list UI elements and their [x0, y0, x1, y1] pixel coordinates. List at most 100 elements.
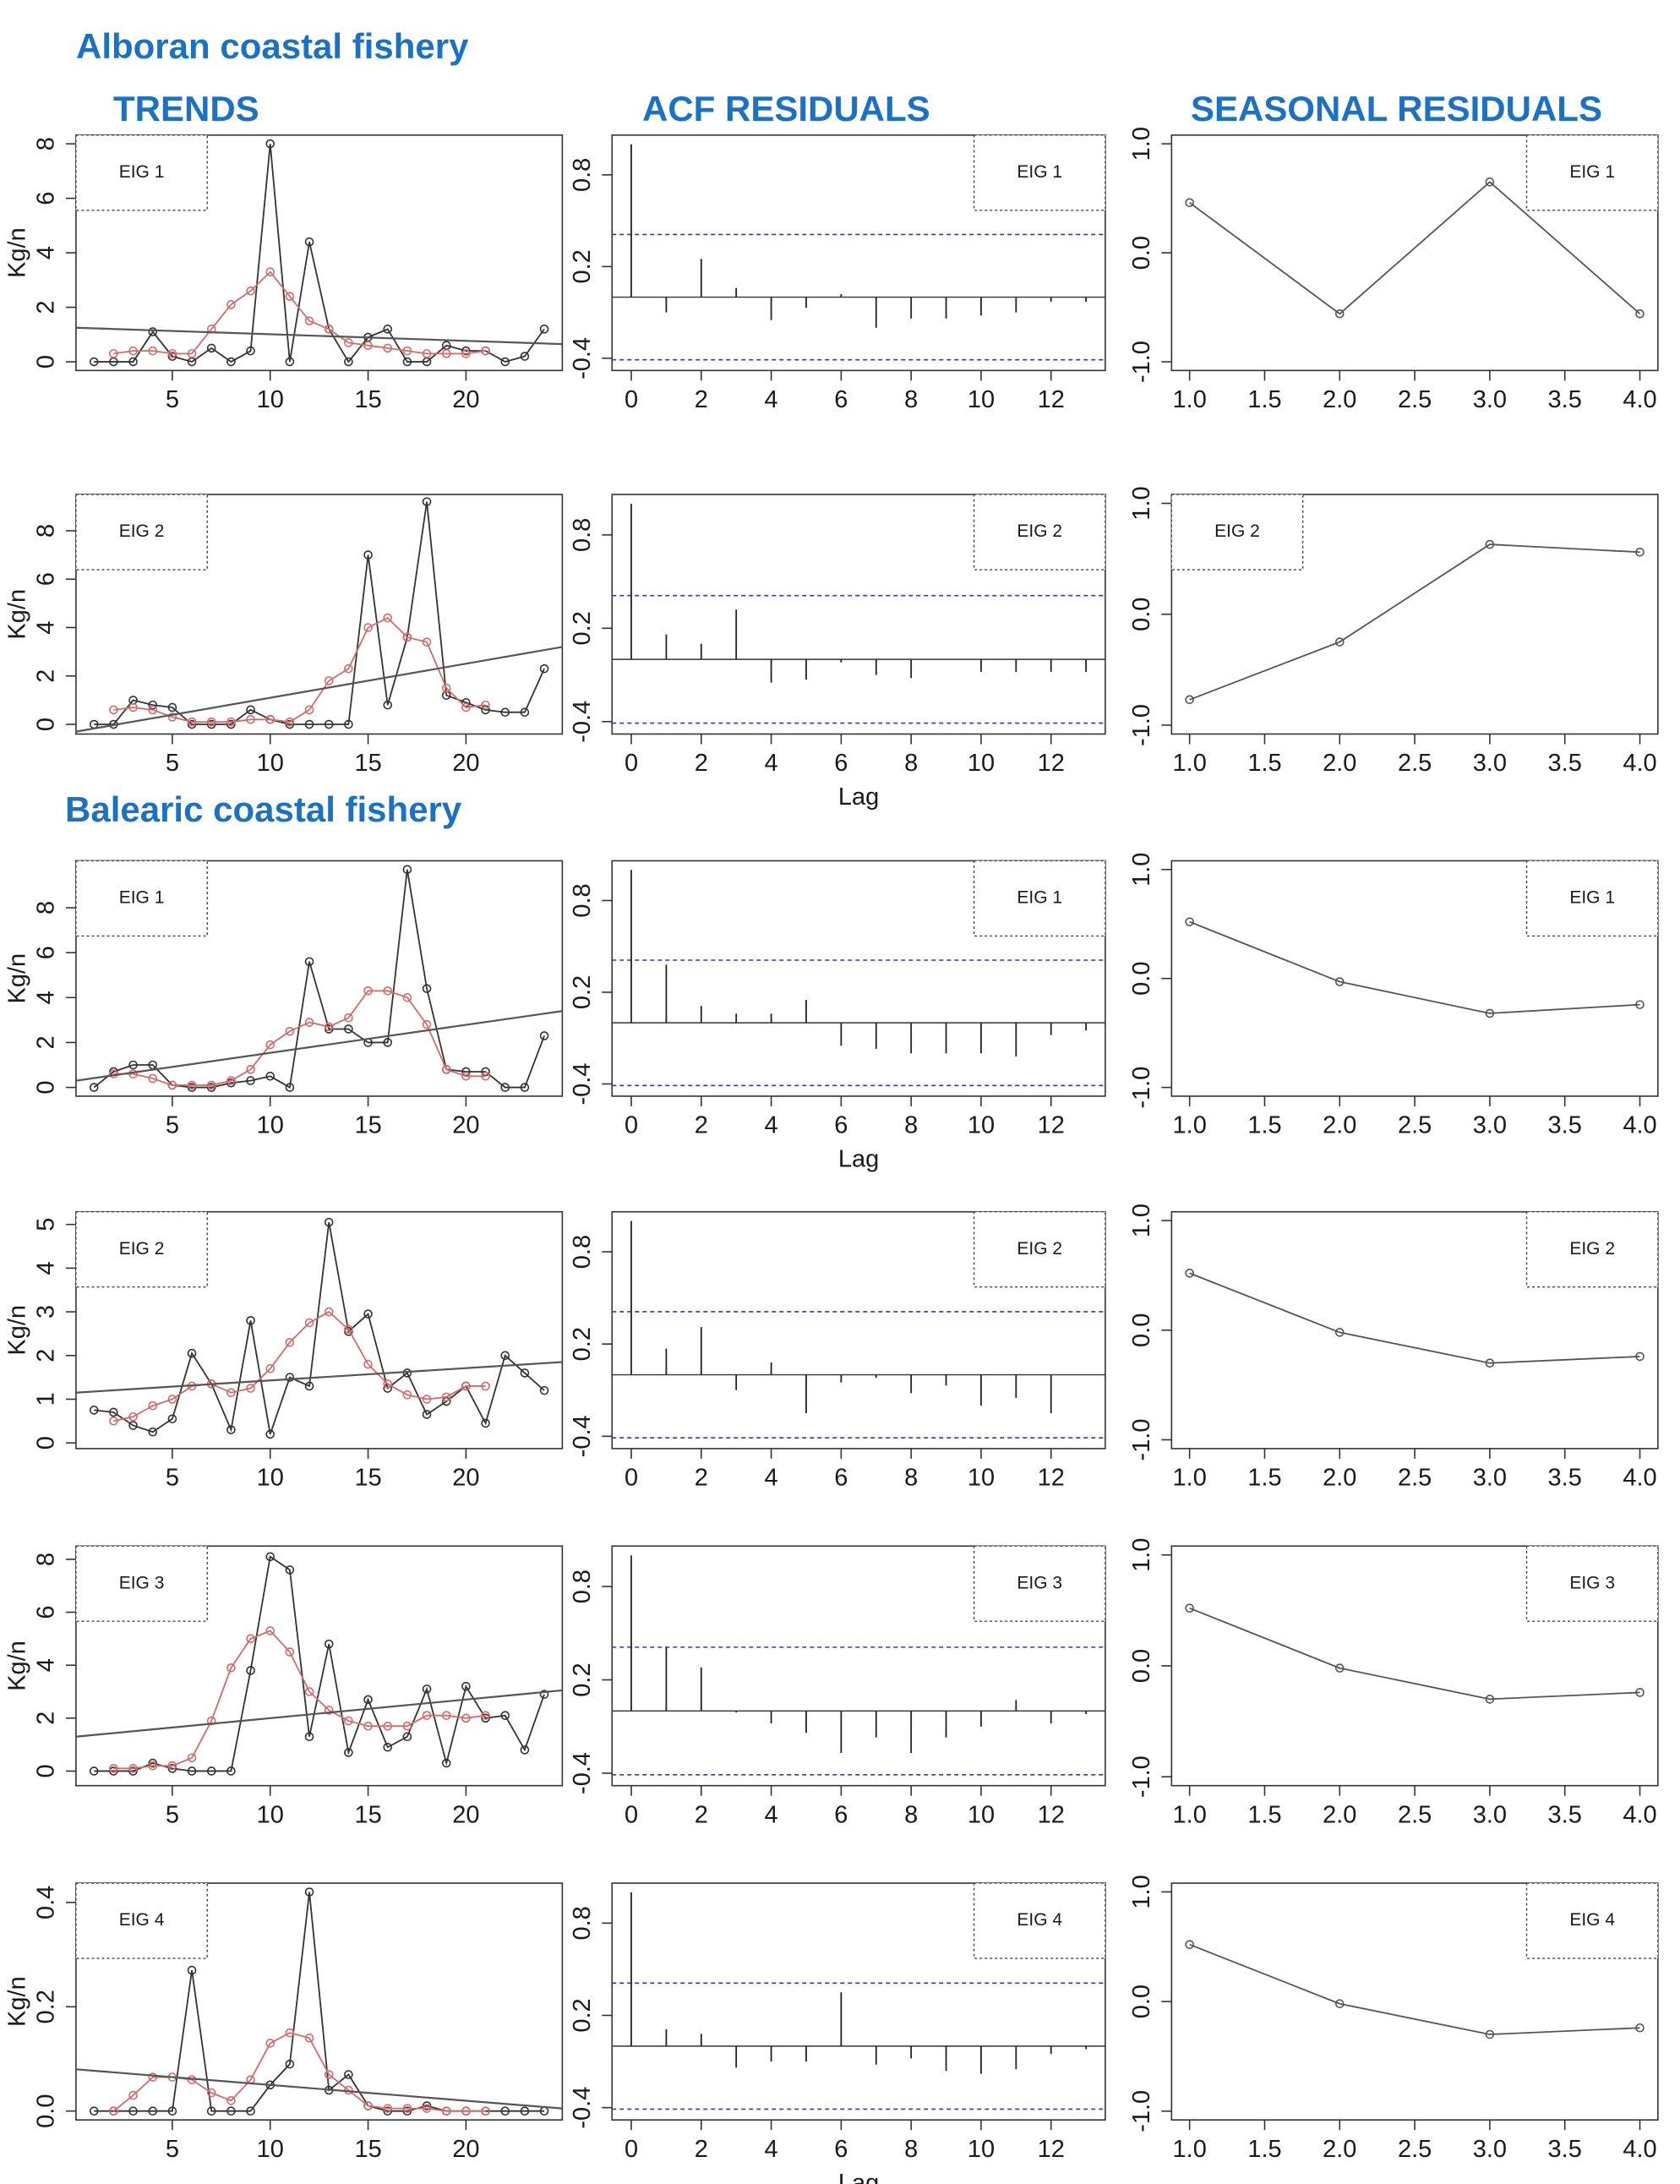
data-point	[128, 2106, 138, 2116]
data-point	[187, 1080, 197, 1090]
data-point	[304, 957, 314, 967]
data-point	[285, 1373, 295, 1382]
legend-label: EIG 3	[1569, 1573, 1615, 1592]
x-tick-label: 15	[354, 2136, 381, 2163]
data-point	[246, 286, 255, 296]
x-tick-label: 6	[834, 1801, 848, 1828]
legend-box	[1525, 1545, 1659, 1622]
data-point	[226, 1425, 236, 1434]
panel: 0.0 0.2 0.4 5 10 15 20 Kg/n EIG 4	[4, 1882, 564, 2163]
series-line	[112, 2032, 486, 2112]
data-point	[422, 349, 432, 358]
series-line	[1189, 920, 1640, 1014]
data-point	[246, 1666, 255, 1675]
legend-label: EIG 3	[1017, 1573, 1062, 1592]
y-tick-label: 8	[33, 524, 60, 538]
panel: -0.4 0.2 0.8 0 2 4 6 8 10 12 Lag EIG 1	[569, 860, 1106, 1173]
x-tick-label: 12	[1038, 1465, 1065, 1492]
y-tick-label: -1.0	[1128, 1755, 1155, 1798]
data-point	[246, 1065, 255, 1074]
x-tick-label: 3.0	[1473, 750, 1507, 777]
x-tick-label: 0	[625, 386, 638, 413]
x-tick-label: 3.5	[1548, 1801, 1582, 1828]
x-tick-label: 8	[904, 386, 918, 413]
x-tick-label: 2.5	[1398, 1112, 1432, 1139]
legend-label: EIG 2	[1017, 521, 1062, 541]
y-tick-label: 3	[33, 1305, 60, 1319]
data-point	[1334, 637, 1345, 647]
data-point	[1334, 1328, 1345, 1337]
data-point	[481, 2106, 490, 2116]
data-point	[265, 267, 275, 276]
data-point	[402, 992, 412, 1002]
series-line	[113, 1310, 486, 1422]
y-tick-label: 5	[33, 1218, 60, 1231]
data-point	[324, 1706, 334, 1715]
panel: -0.4 0.2 0.8 0 2 4 6 8 10 12 EIG 1	[569, 134, 1106, 413]
y-tick-label: -1.0	[1128, 2090, 1155, 2132]
data-point	[383, 343, 393, 353]
x-tick-label: 2	[695, 750, 708, 777]
legend-box	[1525, 1882, 1659, 1959]
x-tick-label: 1.0	[1173, 750, 1207, 777]
x-tick-label: 3.0	[1473, 1465, 1507, 1492]
x-tick-label: 2.5	[1398, 750, 1432, 777]
y-tick-label: 0.8	[569, 1570, 596, 1603]
data-point	[441, 1065, 451, 1074]
plot-frame	[611, 134, 1106, 372]
data-point	[285, 2028, 295, 2038]
y-axis-label: Kg/n	[4, 1976, 31, 2027]
data-point	[344, 663, 353, 674]
panel: 0 1 2 3 4 5 5 10 15 20 Kg/n EIG 2	[4, 1210, 564, 1492]
data-point	[187, 1753, 197, 1763]
data-point	[363, 1359, 373, 1369]
y-tick-label: 8	[33, 137, 60, 150]
x-tick-label: 2	[695, 2136, 708, 2163]
data-point	[1485, 1008, 1495, 1018]
data-point	[344, 1024, 353, 1034]
legend-label: EIG 4	[119, 1910, 165, 1930]
data-point	[246, 1384, 255, 1393]
plot-frame	[75, 1210, 564, 1450]
data-point	[285, 719, 295, 729]
data-point	[285, 1647, 295, 1657]
y-tick-label: -1.0	[1128, 1067, 1155, 1109]
data-point	[402, 357, 412, 367]
data-point	[285, 2059, 295, 2069]
data-point	[500, 1083, 510, 1092]
panel: -0.4 0.2 0.8 0 2 4 6 8 10 12 EIG 3	[569, 1545, 1106, 1828]
x-tick-label: 20	[452, 2136, 479, 2163]
data-point	[520, 2106, 530, 2116]
x-tick-label: 2.0	[1323, 1112, 1356, 1139]
legend-label: EIG 2	[1017, 1239, 1062, 1259]
panel: 0 2 4 6 8 5 10 15 20 Kg/n EIG 2	[4, 494, 564, 777]
data-point	[148, 1761, 158, 1771]
x-tick-label: 10	[968, 386, 995, 413]
data-point	[461, 1713, 471, 1723]
data-point	[246, 1316, 255, 1325]
data-point	[402, 1732, 412, 1742]
x-tick-label: 2	[695, 1465, 708, 1492]
x-tick-label: 8	[904, 2136, 918, 2163]
x-tick-label: 4	[765, 2136, 778, 2163]
data-point	[285, 1337, 295, 1347]
plot-frame	[611, 494, 1106, 735]
data-point	[1334, 1999, 1345, 2009]
x-tick-label: 20	[452, 750, 479, 777]
section-title: Alboran coastal fishery	[76, 26, 469, 66]
data-point	[402, 632, 412, 642]
data-point	[344, 1013, 353, 1023]
y-tick-label: -0.4	[569, 1752, 596, 1794]
x-tick-label: 10	[257, 386, 284, 413]
y-tick-label: 0.0	[1128, 1313, 1155, 1347]
data-point	[285, 1565, 295, 1575]
data-point	[265, 139, 275, 149]
data-point	[206, 2088, 216, 2098]
legend-box	[1170, 494, 1304, 571]
plot-area	[75, 1552, 563, 1776]
x-tick-label: 4.0	[1623, 750, 1656, 777]
legend-box	[75, 1211, 208, 1288]
y-tick-label: 0.8	[569, 518, 596, 552]
data-point	[481, 705, 490, 715]
